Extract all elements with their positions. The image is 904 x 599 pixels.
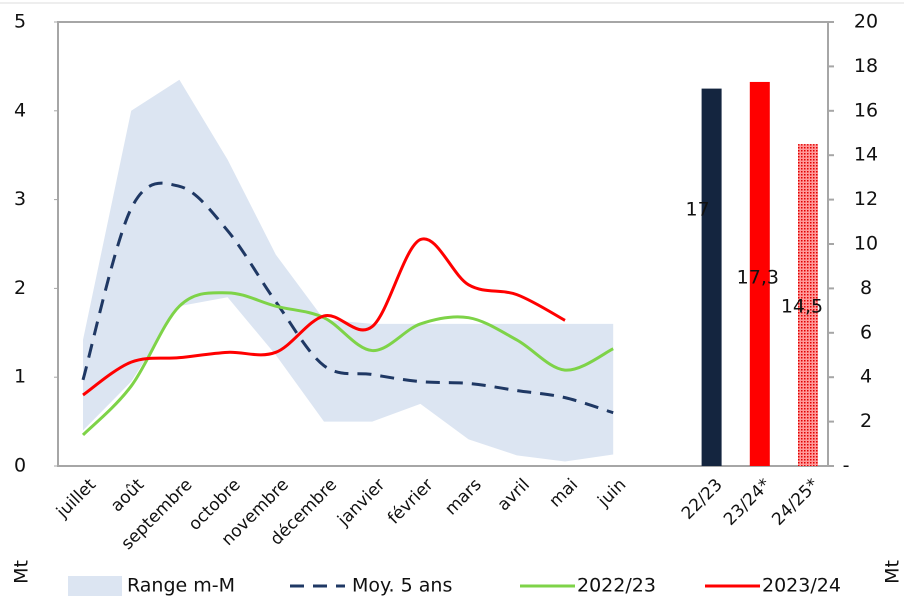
range-band bbox=[83, 79, 614, 462]
y2-tick-label: 20 bbox=[854, 11, 878, 33]
bar bbox=[701, 88, 722, 466]
y2-tick-label: 10 bbox=[854, 233, 878, 255]
bar-value-label: 14,5 bbox=[781, 296, 823, 318]
y2-tick-label: 8 bbox=[860, 277, 872, 299]
x-tick-label: mars bbox=[441, 475, 486, 520]
x-tick-label: avril bbox=[494, 475, 534, 515]
legend-swatch bbox=[68, 576, 122, 596]
y-tick-label: 1 bbox=[14, 366, 26, 388]
bar bbox=[798, 144, 818, 466]
y2-axis-label: Mt bbox=[882, 560, 904, 584]
y2-tick-label: 16 bbox=[854, 99, 878, 121]
bar-value-label: 17 bbox=[686, 199, 710, 221]
x-tick-label: 22/23 bbox=[678, 475, 727, 524]
legend-label: 2023/24 bbox=[762, 575, 841, 597]
y-tick-label: 4 bbox=[14, 99, 26, 121]
y-tick-label: 0 bbox=[14, 455, 26, 477]
bar bbox=[749, 81, 770, 466]
x-tick-label: janvier bbox=[333, 475, 389, 531]
y2-tick-label: 14 bbox=[854, 144, 878, 166]
y2-tick-label: 12 bbox=[854, 188, 878, 210]
line bbox=[82, 237, 566, 397]
y2-tick-label: 2 bbox=[860, 410, 872, 432]
y-tick-label: 2 bbox=[14, 277, 26, 299]
line bbox=[81, 291, 614, 436]
x-tick-label: mai bbox=[546, 475, 583, 512]
legend-label: Moy. 5 ans bbox=[352, 575, 452, 597]
x-tick-label: juillet bbox=[52, 475, 100, 523]
x-tick-label: 23/24* bbox=[720, 475, 775, 530]
x-tick-label: juin bbox=[594, 475, 631, 512]
y2-tick-label: 6 bbox=[860, 321, 872, 343]
x-tick-label: février bbox=[384, 475, 438, 529]
y-tick-label: 5 bbox=[14, 11, 26, 33]
y-axis-label: Mt bbox=[11, 560, 33, 584]
legend-label: Range m-M bbox=[127, 575, 235, 597]
y2-tick-label: 18 bbox=[854, 55, 878, 77]
bar-value-label: 17,3 bbox=[737, 267, 779, 289]
x-tick-label: août bbox=[107, 475, 148, 516]
y-tick-label: 3 bbox=[14, 188, 26, 210]
line bbox=[81, 181, 614, 415]
x-tick-label: 24/25* bbox=[768, 475, 823, 530]
legend-label: 2022/23 bbox=[577, 575, 656, 597]
y2-tick-label: 4 bbox=[860, 366, 872, 388]
y2-tick-label: - bbox=[843, 455, 850, 477]
